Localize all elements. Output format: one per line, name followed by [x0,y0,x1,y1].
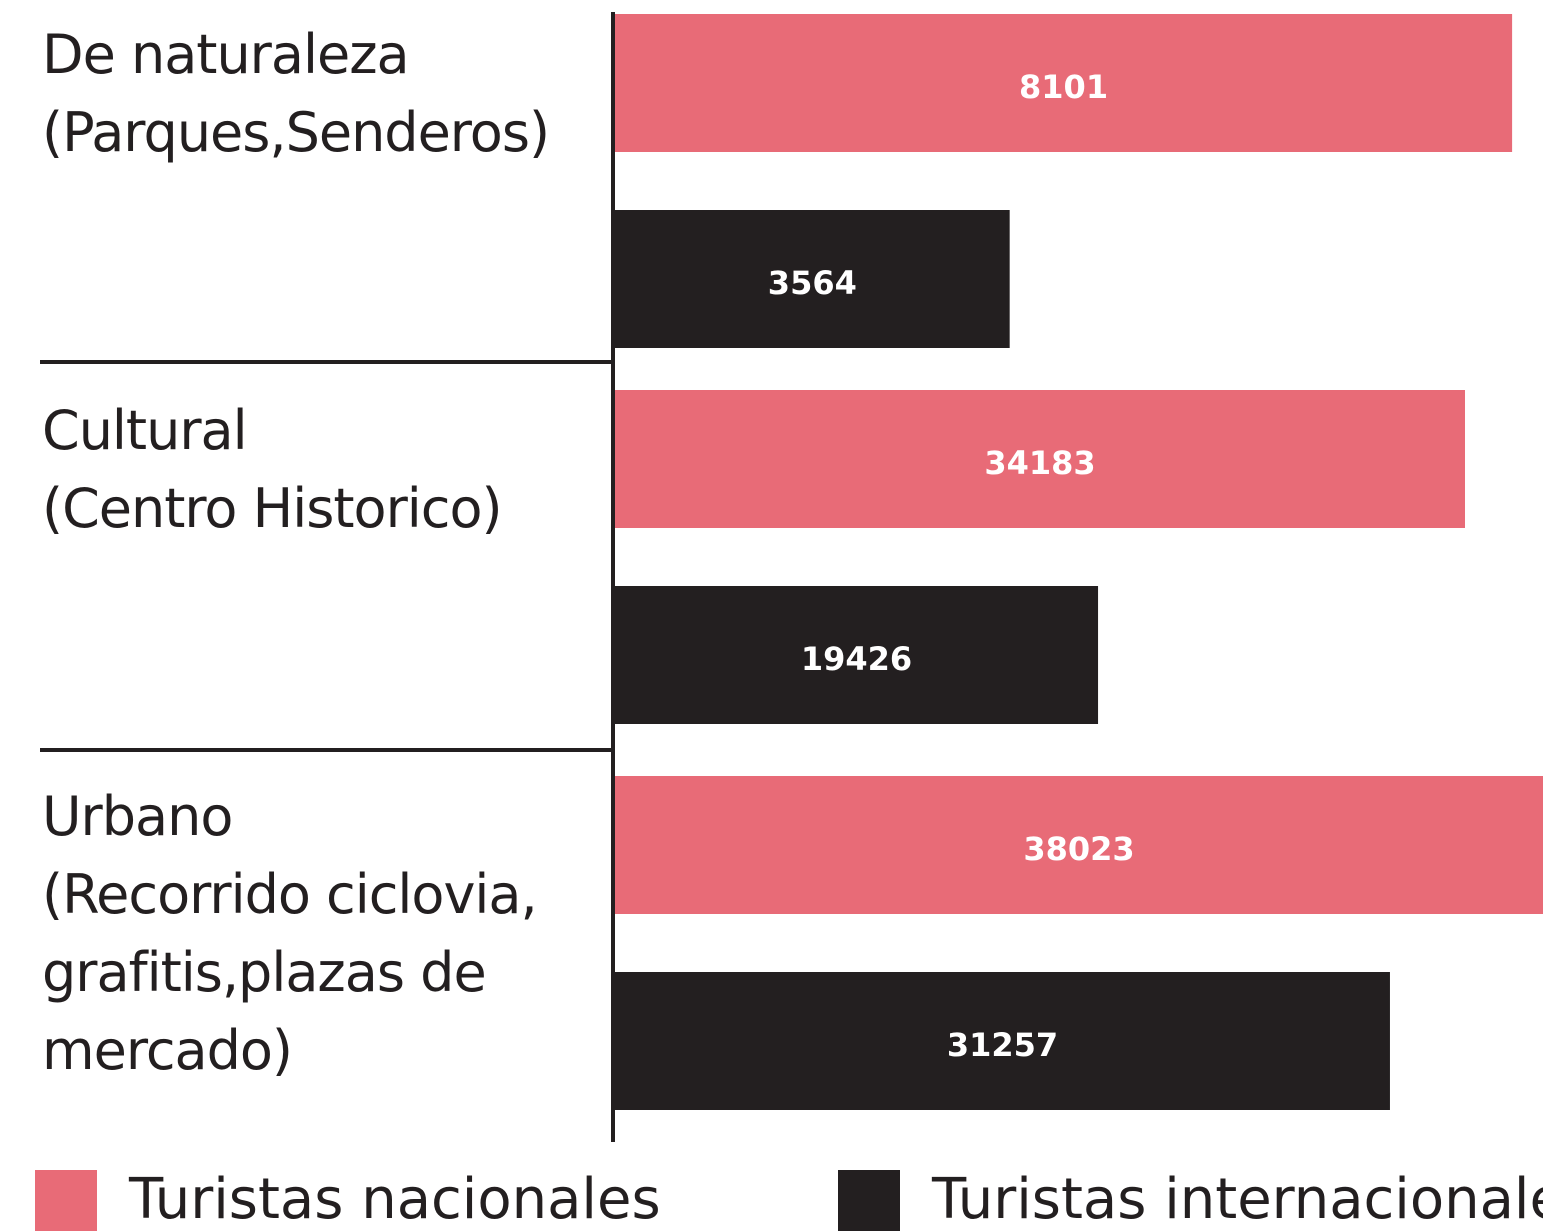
bar [615,586,1099,724]
value-label: 19426 [801,640,912,678]
value-label: 31257 [947,1026,1058,1064]
bar [615,972,1390,1110]
bar [615,210,1010,348]
legend-swatch [838,1170,900,1231]
value-label: 34183 [984,444,1095,482]
legend-swatch [35,1170,97,1231]
value-label: 38023 [1023,830,1134,868]
value-label: 8101 [1019,68,1108,106]
legend-label: Turistas nacionales [128,1167,661,1231]
category-label: Urbano (Recorrido ciclovia, grafitis,pla… [42,785,538,1082]
bar [615,390,1465,528]
value-label: 3564 [768,264,857,302]
bar [615,776,1543,914]
category-label: Cultural (Centro Historico) [42,399,503,540]
legend-label: Turistas internacionales [931,1167,1543,1231]
bar [615,14,1513,152]
category-label: De naturaleza (Parques,Senderos) [42,23,550,164]
